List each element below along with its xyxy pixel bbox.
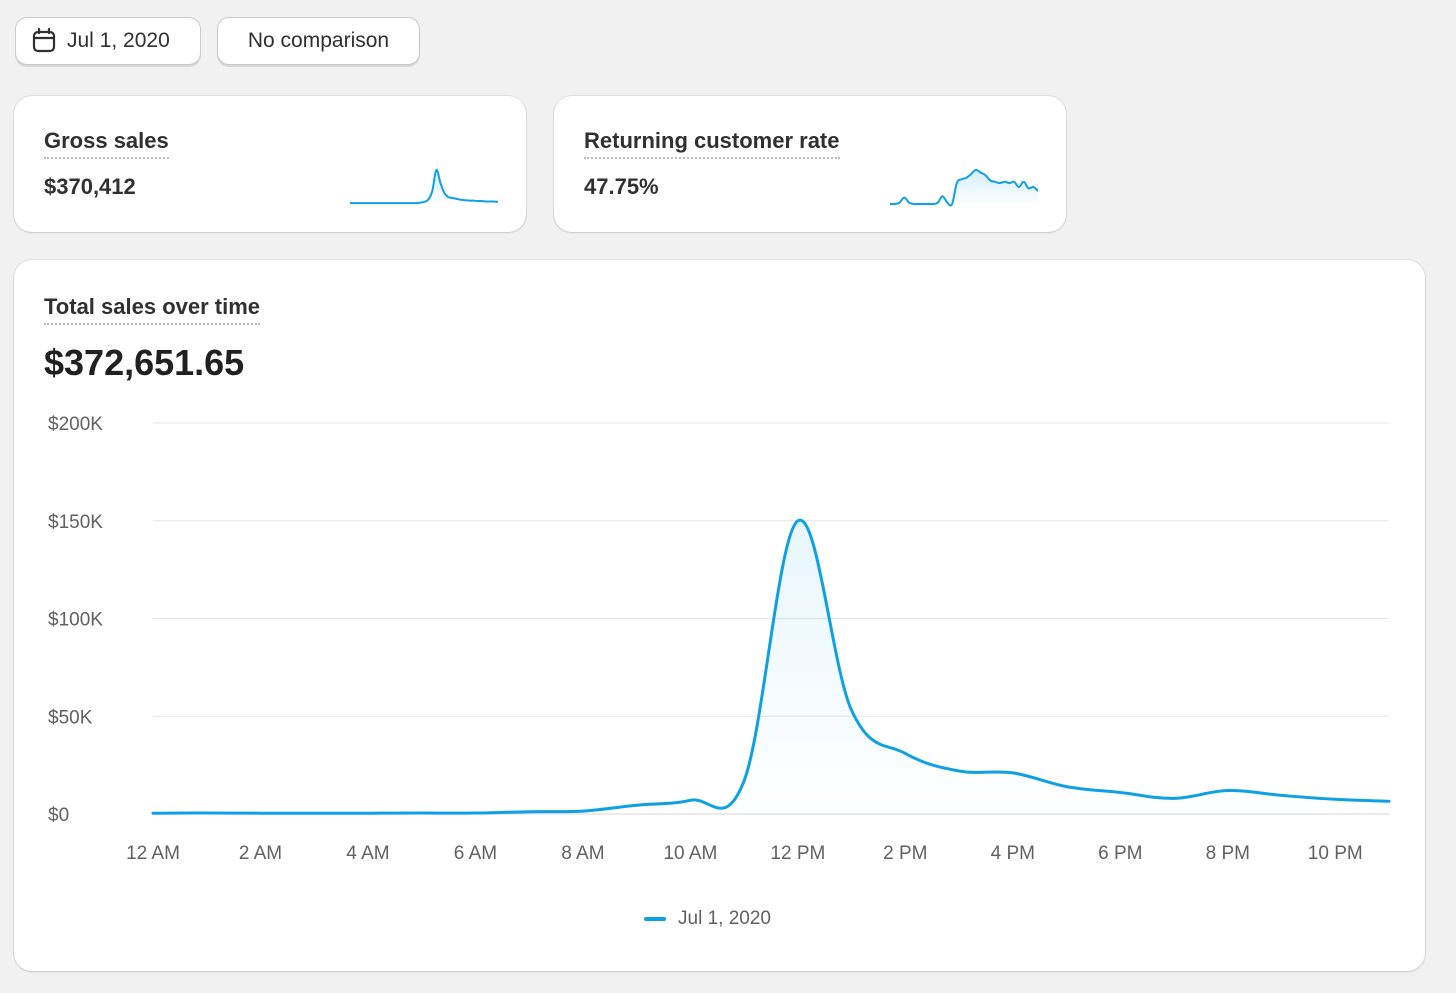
gross-sales-label[interactable]: Gross sales [44,128,169,159]
x-tick-label: 6 PM [1098,843,1142,864]
data-point[interactable] [1334,798,1337,801]
data-point[interactable] [958,770,961,773]
calendar-icon [32,28,56,53]
data-point[interactable] [420,812,423,815]
sparkline-line [350,168,498,205]
data-point[interactable] [1280,794,1283,797]
chart-legend[interactable]: Jul 1, 2020 [644,908,771,930]
x-tick-label: 6 AM [454,843,497,864]
gross-sales-sparkline [350,168,498,205]
data-point[interactable] [152,812,155,815]
data-point[interactable] [1119,791,1122,794]
total-sales-chart-card: Total sales over time $372,651.65 $0 $50K… [14,260,1425,971]
sparkline-area [350,169,498,204]
gross-sales-card[interactable]: Gross sales $370,412 [14,96,526,232]
returning-customer-rate-value: 47.75% [584,174,659,199]
data-point[interactable] [850,709,853,712]
chart-total-value: $372,651.65 [44,342,245,383]
data-point[interactable] [582,810,585,813]
data-point[interactable] [259,812,262,815]
chart-title[interactable]: Total sales over time [44,294,261,325]
returning-customer-rate-sparkline [890,168,1038,207]
y-tick-label: $150K [48,512,103,533]
data-point[interactable] [904,752,907,755]
x-tick-label: 12 PM [770,843,825,864]
legend-label: Jul 1, 2020 [678,908,771,929]
data-point[interactable] [1173,797,1176,800]
series-area [153,520,1389,814]
data-point[interactable] [796,519,799,522]
x-tick-label: 4 PM [991,843,1035,864]
returning-customer-rate-card[interactable]: Returning customer rate 47.75% [554,96,1066,232]
x-tick-label: 10 AM [663,843,717,864]
data-point[interactable] [1011,772,1014,775]
data-point[interactable] [313,812,316,815]
sales-line-chart[interactable]: $0 $50K $100K $150K $200K 12 AM 2 AM 4 AM 6 AM 8 … [14,260,1425,971]
data-point[interactable] [1065,785,1068,788]
y-tick-label: $0 [48,805,69,826]
data-point[interactable] [689,799,692,802]
x-tick-label: 8 PM [1206,843,1250,864]
comparison-label: No comparison [247,29,390,52]
returning-customer-rate-label[interactable]: Returning customer rate [584,128,840,159]
sparkline-line [890,168,1038,207]
data-point[interactable] [635,804,638,807]
data-point[interactable] [528,810,531,813]
sparkline-area [890,169,1038,206]
data-point[interactable] [743,779,746,782]
data-point[interactable] [205,812,208,815]
data-point[interactable] [1388,800,1391,803]
x-tick-label: 10 PM [1308,843,1363,864]
x-tick-label: 2 PM [883,843,927,864]
x-tick-label: 12 AM [126,843,180,864]
data-point[interactable] [1226,789,1229,792]
x-tick-label: 2 AM [239,843,282,864]
y-tick-label: $100K [48,610,103,631]
data-point[interactable] [367,812,370,815]
date-picker-label: Jul 1, 2020 [67,29,170,52]
date-picker-button[interactable]: Jul 1, 2020 [15,17,201,65]
y-tick-label: $50K [48,707,93,728]
y-tick-label: $200K [48,414,103,435]
legend-swatch [644,917,666,921]
data-point[interactable] [474,812,477,815]
x-tick-label: 8 AM [561,843,604,864]
x-tick-label: 4 AM [346,843,389,864]
gross-sales-value: $370,412 [44,174,136,199]
series-line[interactable] [151,518,1391,815]
comparison-button[interactable]: No comparison [217,17,420,65]
